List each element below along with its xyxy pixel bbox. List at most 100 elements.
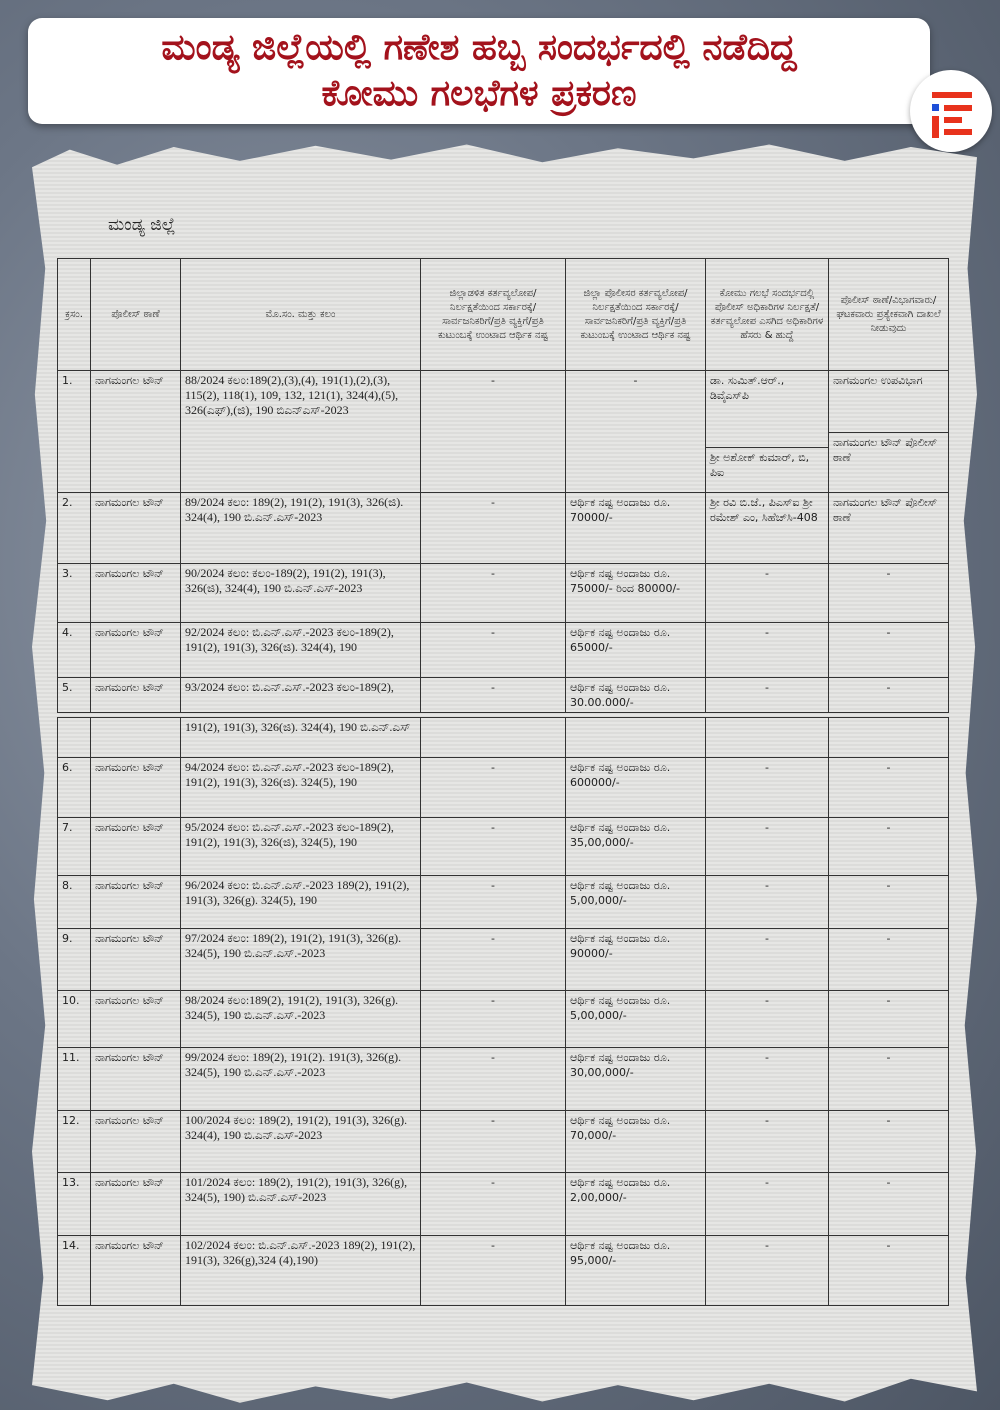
police-loss: ಆರ್ಥಿಕ ನಷ್ಟ ಅಂದಾಜು ರೂ. 30,00,000/-	[565, 1047, 706, 1111]
table-row: 13. ನಾಗಮಂಗಲ ಟೌನ್ 101/2024 ಕಲಂ: 189(2), 191…	[57, 1172, 949, 1236]
police-station: ನಾಗಮಂಗಲ ಟೌನ್	[90, 677, 181, 713]
officers-cell: -	[705, 757, 829, 818]
police-station	[90, 717, 181, 758]
table-row: 4. ನಾಗಮಂಗಲ ಟೌನ್ 92/2024 ಕಲಂ: ಬಿ.ಎನ್.ಎಸ್.-2…	[57, 622, 949, 678]
admin-loss: -	[420, 563, 566, 623]
police-loss: ಆರ್ಥಿಕ ನಷ್ಟ ಅಂದಾಜು ರೂ. 2,00,000/-	[565, 1172, 706, 1236]
unit-name: -	[886, 932, 891, 945]
police-loss: ಆರ್ಥಿಕ ನಷ್ಟ ಅಂದಾಜು ರೂ. 600000/-	[565, 757, 706, 818]
admin-loss: -	[420, 875, 566, 929]
unit-cell: ನಾಗಮಂಗಲ ಟೌನ್ ಪೊಲೀಸ್ ಠಾಣೆ	[828, 492, 949, 564]
officers-cell: -	[705, 1172, 829, 1236]
police-station: ನಾಗಮಂಗಲ ಟೌನ್	[90, 563, 181, 623]
unit-cell: -	[828, 928, 949, 991]
table-row: 5. ನಾಗಮಂಗಲ ಟೌನ್ 93/2024 ಕಲಂ: ಬಿ.ಎನ್.ಎಸ್.-2…	[57, 677, 949, 713]
admin-loss: -	[420, 370, 566, 493]
police-station: ನಾಗಮಂಗಲ ಟೌನ್	[90, 1047, 181, 1111]
table-row: 14. ನಾಗಮಂಗಲ ಟೌನ್ 102/2024 ಕಲಂ: ಬಿ.ಎನ್.ಎಸ್.…	[57, 1235, 949, 1306]
police-loss: ಆರ್ಥಿಕ ನಷ್ಟ ಅಂದಾಜು ರೂ. 5,00,000/-	[565, 990, 706, 1048]
serial-number: 8.	[57, 875, 91, 929]
case-sections: 93/2024 ಕಲಂ: ಬಿ.ಎನ್.ಎಸ್.-2023 ಕಲಂ-189(2)…	[180, 677, 421, 713]
officers-cell: ಶ್ರೀ ರವಿ ಬಿ.ಜೆ., ಪಿಎಸ್‌ಐ ಶ್ರೀ ರಮೇಶ್ ಎಂ, …	[705, 492, 829, 564]
admin-loss: -	[420, 1235, 566, 1306]
case-sections: 191(2), 191(3), 326(ಜಿ). 324(4), 190 ಬಿ.…	[180, 717, 421, 758]
police-station: ನಾಗಮಂಗಲ ಟೌನ್	[90, 875, 181, 929]
officer-name: -	[765, 567, 769, 580]
officers-cell: ಡಾ. ಸುಮಿತ್.ಆರ್., ಡಿವೈಎಸ್‌ಪಿ ಶ್ರೀ ಅಶೋಕ್ ಕು…	[705, 370, 829, 493]
col-header-station: ಪೊಲೀಸ್ ಠಾಣೆ	[90, 258, 181, 371]
case-sections: 90/2024 ಕಲಂ: ಕಲಂ-189(2), 191(2), 191(3),…	[180, 563, 421, 623]
case-sections: 102/2024 ಕಲಂ: ಬಿ.ಎನ್.ಎಸ್.-2023 189(2), 1…	[180, 1235, 421, 1306]
admin-loss: -	[420, 677, 566, 713]
police-loss: ಆರ್ಥಿಕ ನಷ್ಟ ಅಂದಾಜು ರೂ. 70000/-	[565, 492, 706, 564]
admin-loss: -	[420, 1172, 566, 1236]
unit-name: ನಾಗಮಂಗಲ ಟೌನ್ ಪೊಲೀಸ್ ಠಾಣೆ	[829, 432, 948, 467]
police-loss: ಆರ್ಥಿಕ ನಷ್ಟ ಅಂದಾಜು ರೂ. 5,00,000/-	[565, 875, 706, 929]
police-station: ನಾಗಮಂಗಲ ಟೌನ್	[90, 817, 181, 876]
police-station: ನಾಗಮಂಗಲ ಟೌನ್	[90, 990, 181, 1048]
police-station: ನಾಗಮಂಗಲ ಟೌನ್	[90, 757, 181, 818]
table-row: 6. ನಾಗಮಂಗಲ ಟೌನ್ 94/2024 ಕಲಂ: ಬಿ.ಎನ್.ಎಸ್.-2…	[57, 757, 949, 818]
col-header-admin-loss: ಜಿಲ್ಲಾಡಳಿತ ಕರ್ತವ್ಯಲೋಪ/ ನಿರ್ಲಕ್ಷತೆಯಿಂದ ಸರ…	[420, 258, 566, 371]
unit-cell: -	[828, 677, 949, 713]
serial-number: 1.	[57, 370, 91, 493]
case-sections: 96/2024 ಕಲಂ: ಬಿ.ಎನ್.ಎಸ್.-2023 189(2), 19…	[180, 875, 421, 929]
admin-loss: -	[420, 928, 566, 991]
unit-name: -	[886, 626, 891, 639]
cases-table-page-1: ಕ್ರಸಂ. ಪೊಲೀಸ್ ಠಾಣೆ ಮೊ.ಸಂ. ಮತ್ತು ಕಲಂ ಜಿಲ್…	[57, 258, 949, 713]
case-sections: 97/2024 ಕಲಂ: 189(2), 191(2), 191(3), 326…	[180, 928, 421, 991]
officer-name: -	[765, 932, 769, 945]
unit-cell: -	[828, 875, 949, 929]
unit-cell: -	[828, 817, 949, 876]
case-sections: 88/2024 ಕಲಂ:189(2),(3),(4), 191(1),(2),(…	[180, 370, 421, 493]
admin-loss: -	[420, 990, 566, 1048]
case-sections: 98/2024 ಕಲಂ:189(2), 191(2), 191(3), 326(…	[180, 990, 421, 1048]
case-sections: 100/2024 ಕಲಂ: 189(2), 191(2), 191(3), 32…	[180, 1110, 421, 1173]
police-loss: ಆರ್ಥಿಕ ನಷ್ಟ ಅಂದಾಜು ರೂ. 35,00,000/-	[565, 817, 706, 876]
police-station: ನಾಗಮಂಗಲ ಟೌನ್	[90, 1172, 181, 1236]
officers-cell: -	[705, 1047, 829, 1111]
admin-loss: -	[420, 1110, 566, 1173]
unit-cell: ನಾಗಮಂಗಲ ಉಪವಿಭಾಗ ನಾಗಮಂಗಲ ಟೌನ್ ಪೊಲೀಸ್ ಠಾಣೆ	[828, 370, 949, 493]
headline-banner: ಮಂಡ್ಯ ಜಿಲ್ಲೆಯಲ್ಲಿ ಗಣೇಶ ಹಬ್ಬ ಸಂದರ್ಭದಲ್ಲಿ …	[28, 18, 930, 124]
unit-name: -	[886, 1176, 891, 1189]
table-row: 10. ನಾಗಮಂಗಲ ಟೌನ್ 98/2024 ಕಲಂ:189(2), 191(2…	[57, 990, 949, 1048]
serial-number: 2.	[57, 492, 91, 564]
unit-cell: -	[828, 1235, 949, 1306]
officers-cell: -	[705, 928, 829, 991]
police-loss: ಆರ್ಥಿಕ ನಷ್ಟ ಅಂದಾಜು ರೂ. 90000/-	[565, 928, 706, 991]
police-station: ನಾಗಮಂಗಲ ಟೌನ್	[90, 370, 181, 493]
serial-number: 14.	[57, 1235, 91, 1306]
unit-name: -	[886, 879, 891, 892]
cases-table-page-2: 191(2), 191(3), 326(ಜಿ). 324(4), 190 ಬಿ.…	[57, 717, 949, 1306]
police-loss: ಆರ್ಥಿಕ ನಷ್ಟ ಅಂದಾಜು ರೂ. 95,000/-	[565, 1235, 706, 1306]
brand-e-logo-icon	[910, 70, 992, 152]
police-loss	[565, 717, 706, 758]
officer-name: -	[765, 821, 769, 834]
admin-loss	[420, 717, 566, 758]
police-station: ನಾಗಮಂಗಲ ಟೌನ್	[90, 492, 181, 564]
table-row: 2. ನಾಗಮಂಗಲ ಟೌನ್ 89/2024 ಕಲಂ: 189(2), 191(2…	[57, 492, 949, 564]
unit-name: -	[886, 1114, 891, 1127]
serial-number: 12.	[57, 1110, 91, 1173]
serial-number: 10.	[57, 990, 91, 1048]
officer-name: -	[765, 1114, 769, 1127]
table-row: 11. ನಾಗಮಂಗಲ ಟೌನ್ 99/2024 ಕಲಂ: 189(2), 191(…	[57, 1047, 949, 1111]
unit-cell: -	[828, 1047, 949, 1111]
officers-cell: -	[705, 622, 829, 678]
officer-name: ಶ್ರೀ ಅಶೋಕ್ ಕುಮಾರ್, ಬಿ, ಪಿಐ	[706, 447, 828, 482]
officer-name: ಡಾ. ಸುಮಿತ್.ಆರ್., ಡಿವೈಎಸ್‌ಪಿ	[710, 374, 785, 402]
officer-name: -	[765, 1051, 769, 1064]
serial-number: 13.	[57, 1172, 91, 1236]
admin-loss: -	[420, 1047, 566, 1111]
police-loss: -	[565, 370, 706, 493]
headline-line-2: ಕೋಮು ಗಲಭೆಗಳ ಪ್ರಕರಣ	[321, 73, 637, 114]
table-row: 9. ನಾಗಮಂಗಲ ಟೌನ್ 97/2024 ಕಲಂ: 189(2), 191(2…	[57, 928, 949, 991]
serial-number: 3.	[57, 563, 91, 623]
unit-cell: -	[828, 757, 949, 818]
table-row: 191(2), 191(3), 326(ಜಿ). 324(4), 190 ಬಿ.…	[57, 717, 949, 758]
table-row: 8. ನಾಗಮಂಗಲ ಟೌನ್ 96/2024 ಕಲಂ: ಬಿ.ಎನ್.ಎಸ್.-2…	[57, 875, 949, 929]
officer-name: -	[765, 879, 769, 892]
police-station: ನಾಗಮಂಗಲ ಟೌನ್	[90, 928, 181, 991]
police-loss: ಆರ್ಥಿಕ ನಷ್ಟ ಅಂದಾಜು ರೂ. 65000/-	[565, 622, 706, 678]
